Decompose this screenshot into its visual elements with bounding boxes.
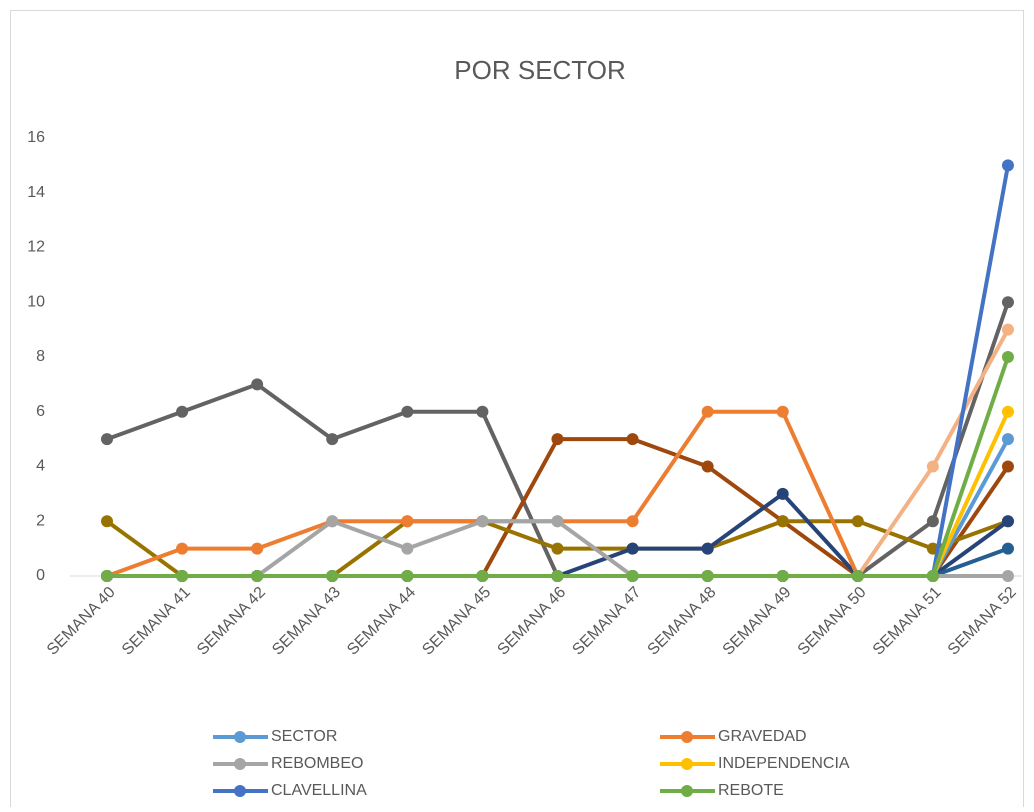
data-point [926, 570, 939, 582]
data-point [551, 570, 564, 582]
chart-title: POR SECTOR [454, 55, 625, 85]
data-point [1001, 570, 1014, 582]
data-point [176, 570, 189, 582]
data-point [1001, 296, 1014, 309]
data-point [1001, 323, 1014, 336]
legend-label: SECTOR [271, 728, 337, 745]
data-point [851, 515, 864, 528]
data-point [551, 433, 564, 446]
legend-label: CLAVELLINA [271, 782, 367, 799]
data-point [851, 570, 864, 582]
chart-frame [10, 10, 1024, 812]
data-point [251, 570, 264, 582]
data-point [401, 515, 414, 528]
data-point [101, 433, 113, 446]
y-tick-label: 6 [36, 403, 45, 420]
y-tick-label: 10 [27, 293, 45, 310]
legend-label: INDEPENDENCIA [718, 755, 850, 772]
data-point [626, 570, 639, 582]
data-point [551, 542, 564, 555]
data-point [1001, 433, 1014, 446]
data-point [251, 378, 264, 391]
legend-marker [681, 731, 693, 743]
data-point [776, 515, 789, 528]
data-point [401, 542, 414, 555]
y-tick-label: 0 [36, 567, 45, 584]
data-point [476, 405, 489, 418]
y-tick-label: 8 [36, 348, 45, 365]
data-point [326, 433, 339, 446]
y-tick-label: 12 [27, 239, 45, 256]
data-point [251, 542, 264, 555]
data-point [776, 487, 789, 500]
data-point [1001, 351, 1014, 363]
data-point [926, 515, 939, 528]
data-point [626, 515, 639, 528]
data-point [401, 405, 414, 418]
data-point [101, 515, 113, 528]
data-point [176, 405, 189, 418]
legend-label: REBOMBEO [271, 755, 363, 772]
legend-label: GRAVEDAD [718, 728, 807, 745]
data-point [1001, 515, 1014, 528]
y-tick-label: 16 [27, 129, 45, 146]
data-point [701, 570, 714, 582]
legend-marker [234, 731, 246, 743]
y-tick-label: 2 [36, 512, 45, 529]
data-point [1001, 405, 1014, 418]
legend-marker [234, 785, 246, 797]
legend-marker [681, 758, 693, 770]
y-tick-label: 4 [36, 458, 45, 475]
legend-marker [234, 758, 246, 770]
data-point [776, 570, 789, 582]
data-point [626, 433, 639, 446]
data-point [101, 570, 113, 582]
data-point [701, 542, 714, 555]
data-point [476, 570, 489, 582]
data-point [926, 460, 939, 473]
data-point [476, 515, 489, 528]
legend-marker [681, 785, 693, 797]
data-point [776, 405, 789, 418]
data-point [1001, 542, 1014, 555]
data-point [1001, 460, 1014, 473]
data-point [701, 460, 714, 473]
y-tick-label: 14 [27, 184, 45, 201]
data-point [626, 542, 639, 555]
data-point [401, 570, 414, 582]
data-point [551, 515, 564, 528]
data-point [1001, 159, 1014, 172]
legend-label: REBOTE [718, 782, 784, 799]
data-point [701, 405, 714, 418]
data-point [176, 542, 189, 555]
data-point [326, 570, 339, 582]
data-point [326, 515, 339, 528]
